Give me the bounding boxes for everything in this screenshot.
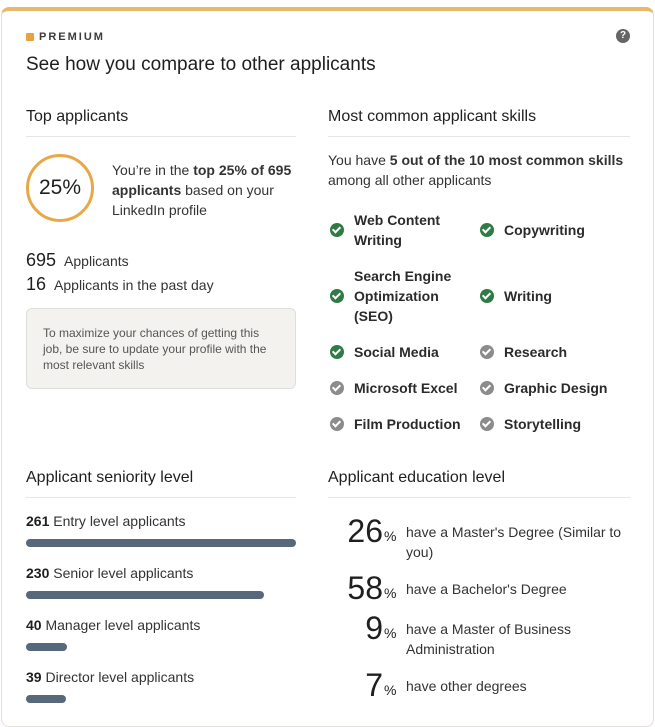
education-label: have a Master's Degree (Similar to you) — [406, 524, 622, 560]
education-row: 7% have other degrees — [328, 668, 636, 702]
check-circle-icon — [480, 417, 494, 431]
skill-label: Graphic Design — [504, 380, 608, 396]
percentile-text-suffix: based on your LinkedIn profile — [112, 182, 274, 218]
profile-tip: To maximize your chances of getting this… — [26, 308, 296, 389]
education-percent: 58 — [347, 570, 383, 606]
education-label: have other degrees — [406, 678, 527, 694]
applicants-past-day-row: 16 Applicants in the past day — [26, 274, 214, 295]
premium-badge: PREMIUM — [26, 31, 105, 43]
check-circle-icon — [330, 289, 344, 303]
education-percent-sign: % — [384, 625, 397, 641]
applicants-past-day-label: Applicants in the past day — [54, 277, 214, 293]
seniority-bar — [26, 591, 264, 599]
skills-intro-suffix: among all other applicants — [328, 172, 492, 188]
applicants-count-label: Applicants — [64, 253, 129, 269]
check-circle-icon — [330, 223, 344, 237]
education-percent: 7 — [365, 667, 383, 703]
check-circle-icon — [480, 289, 494, 303]
skill-item: Research — [480, 342, 567, 362]
check-circle-icon — [480, 381, 494, 395]
skills-intro-bold: 5 out of the 10 most common skills — [389, 152, 624, 168]
skill-label: Search Engine Optimization (SEO) — [354, 268, 452, 324]
education-percent: 26 — [347, 513, 383, 549]
education-percent: 9 — [365, 610, 383, 646]
percentile-sign: % — [62, 176, 82, 199]
seniority-count: 40 — [26, 617, 42, 633]
education-row: 9% have a Master of Business Administrati… — [328, 611, 636, 659]
skill-item: Graphic Design — [480, 378, 607, 398]
seniority-heading: Applicant seniority level — [26, 469, 296, 498]
skill-item: Copywriting — [480, 220, 585, 240]
top-applicants-heading: Top applicants — [26, 108, 296, 137]
seniority-name: Manager level applicants — [45, 617, 201, 633]
check-circle-icon — [480, 223, 494, 237]
education-percent-sign: % — [384, 682, 397, 698]
skill-label: Copywriting — [504, 222, 585, 238]
applicants-past-day-count: 16 — [26, 274, 47, 294]
percentile-description: You’re in the top 25% of 695 applicants … — [112, 160, 297, 220]
question-circle-icon[interactable]: ? — [616, 29, 630, 43]
skill-label: Microsoft Excel — [354, 380, 458, 396]
seniority-name: Director level applicants — [45, 669, 195, 685]
percentile-value: 25 — [38, 176, 63, 199]
premium-icon — [26, 33, 34, 41]
skill-label: Social Media — [354, 344, 439, 360]
seniority-count: 261 — [26, 513, 50, 529]
check-circle-icon — [330, 381, 344, 395]
education-heading: Applicant education level — [328, 469, 630, 498]
seniority-bar — [26, 643, 67, 651]
skill-label: Film Production — [354, 416, 461, 432]
check-circle-icon — [330, 345, 344, 359]
skills-heading: Most common applicant skills — [328, 108, 630, 137]
page-title: See how you compare to other applicants — [26, 54, 376, 75]
education-label: have a Master of Business Administration — [406, 621, 571, 657]
premium-label: PREMIUM — [39, 31, 105, 43]
seniority-label: 230 Senior level applicants — [26, 565, 193, 581]
percentile-ring: 25% — [26, 154, 94, 222]
seniority-label: 40 Manager level applicants — [26, 617, 200, 633]
skill-item: Storytelling — [480, 414, 581, 434]
skill-label: Research — [504, 344, 568, 360]
applicants-count-row: 695 Applicants — [26, 250, 129, 271]
education-row: 58% have a Bachelor's Degree — [328, 571, 636, 605]
skill-item: Search Engine Optimization (SEO) — [330, 266, 460, 326]
skills-intro: You have 5 out of the 10 most common ski… — [328, 150, 628, 190]
seniority-count: 39 — [26, 669, 42, 685]
education-label: have a Bachelor's Degree — [406, 581, 567, 597]
skill-item: Film Production — [330, 414, 461, 434]
seniority-bar — [26, 539, 296, 547]
seniority-name: Senior level applicants — [53, 565, 194, 581]
seniority-label: 261 Entry level applicants — [26, 513, 186, 529]
seniority-name: Entry level applicants — [53, 513, 186, 529]
check-circle-icon — [330, 417, 344, 431]
skill-item: Web Content Writing — [330, 210, 460, 250]
seniority-count: 230 — [26, 565, 50, 581]
skills-intro-prefix: You have — [328, 152, 390, 168]
check-circle-icon — [480, 345, 494, 359]
education-percent-sign: % — [384, 528, 397, 544]
education-row: 26% have a Master's Degree (Similar to yo… — [328, 514, 636, 562]
percentile-text-prefix: You’re in the — [112, 162, 194, 178]
education-percent-sign: % — [384, 585, 397, 601]
percentile-text-bold: top 25% of 695 applicants — [112, 162, 292, 198]
skill-label: Storytelling — [504, 416, 582, 432]
skill-item: Social Media — [330, 342, 439, 362]
skill-label: Writing — [504, 288, 552, 304]
skill-item: Microsoft Excel — [330, 378, 457, 398]
seniority-bar — [26, 695, 66, 703]
skill-label: Web Content Writing — [354, 212, 441, 248]
applicants-count: 695 — [26, 250, 57, 270]
seniority-label: 39 Director level applicants — [26, 669, 194, 685]
skill-item: Writing — [480, 286, 552, 306]
